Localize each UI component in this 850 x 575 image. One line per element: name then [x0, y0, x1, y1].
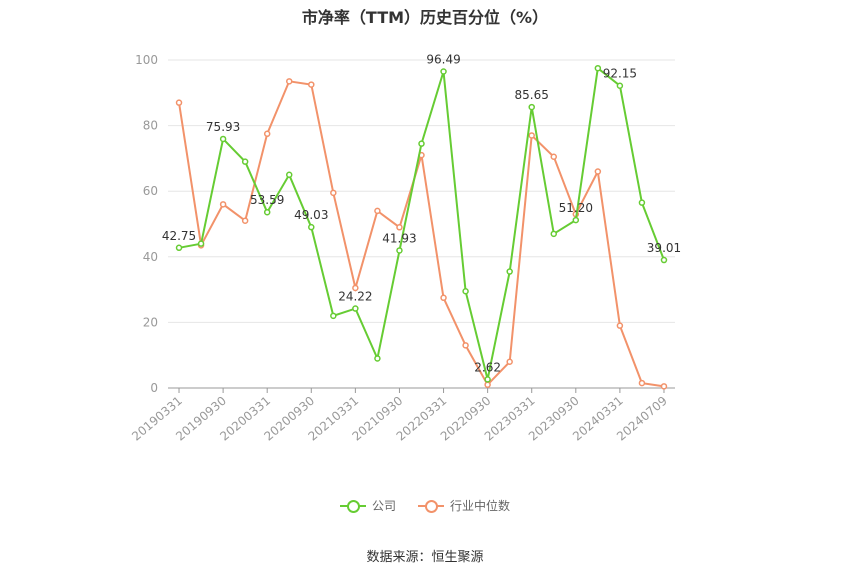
- data-point-company[interactable]: [374, 355, 381, 362]
- data-point-company[interactable]: [440, 68, 447, 75]
- data-point-industry[interactable]: [219, 201, 227, 208]
- data-point-industry[interactable]: [374, 207, 381, 215]
- data-label: 2.62: [474, 360, 501, 374]
- data-label: 24.22: [338, 290, 372, 304]
- data-point-company[interactable]: [330, 312, 337, 320]
- legend-label-industry: 行业中位数: [450, 499, 511, 513]
- data-point-industry[interactable]: [506, 358, 513, 366]
- data-label: 41.93: [382, 231, 416, 245]
- data-point-company[interactable]: [241, 158, 249, 165]
- data-label: 85.65: [515, 88, 549, 102]
- data-point-industry[interactable]: [660, 383, 668, 390]
- y-tick-label: 60: [143, 184, 158, 198]
- data-point-company[interactable]: [506, 268, 513, 275]
- data-point-company[interactable]: [484, 376, 491, 383]
- data-point-company[interactable]: [418, 140, 425, 147]
- data-point-industry[interactable]: [550, 153, 558, 161]
- data-point-company[interactable]: [352, 305, 359, 312]
- data-point-industry[interactable]: [241, 217, 249, 224]
- legend-label-company: 公司: [371, 499, 396, 513]
- data-source: 数据来源：恒生聚源: [366, 550, 484, 565]
- data-point-company[interactable]: [594, 64, 602, 72]
- chart-title: 市净率（TTM）历史百分位（%）: [301, 8, 549, 27]
- data-point-company[interactable]: [219, 135, 227, 143]
- data-point-industry[interactable]: [462, 342, 469, 349]
- data-label: 51.20: [559, 201, 593, 215]
- data-point-company[interactable]: [308, 223, 315, 231]
- y-tick-label: 40: [143, 250, 158, 264]
- data-point-industry[interactable]: [638, 379, 646, 387]
- data-point-company[interactable]: [572, 216, 580, 224]
- data-point-industry[interactable]: [285, 78, 293, 85]
- data-point-company[interactable]: [638, 199, 646, 206]
- data-point-company[interactable]: [396, 247, 403, 254]
- data-label: 49.03: [294, 208, 328, 222]
- legend-swatch-industry: [418, 499, 444, 513]
- data-point-company[interactable]: [175, 244, 183, 252]
- data-point-industry[interactable]: [352, 284, 359, 292]
- data-label: 42.75: [162, 229, 196, 243]
- legend-item-industry[interactable]: 行业中位数: [418, 497, 510, 514]
- data-point-industry[interactable]: [594, 168, 602, 175]
- data-point-industry[interactable]: [330, 189, 337, 197]
- data-point-industry[interactable]: [396, 224, 403, 231]
- data-point-industry[interactable]: [308, 81, 315, 88]
- legend-item-company[interactable]: 公司: [339, 497, 396, 514]
- y-tick-label: 0: [150, 381, 158, 395]
- legend-swatch-company: [339, 499, 366, 513]
- series-line-company: [178, 66, 665, 380]
- data-point-company[interactable]: [528, 103, 535, 111]
- data-point-industry[interactable]: [175, 99, 183, 106]
- data-point-industry[interactable]: [440, 294, 447, 302]
- data-point-company[interactable]: [197, 240, 205, 247]
- data-point-industry[interactable]: [528, 132, 535, 139]
- data-point-industry[interactable]: [263, 130, 271, 138]
- data-point-industry[interactable]: [616, 322, 624, 329]
- data-label: 75.93: [206, 120, 240, 134]
- data-point-company[interactable]: [285, 171, 293, 179]
- y-tick-label: 20: [143, 315, 158, 329]
- data-point-company[interactable]: [263, 208, 271, 216]
- data-label: 92.15: [603, 67, 637, 81]
- data-point-industry[interactable]: [484, 381, 491, 388]
- data-label: 96.49: [426, 53, 460, 67]
- series-line-industry: [178, 80, 665, 388]
- data-label: 39.01: [647, 241, 681, 255]
- data-point-company[interactable]: [550, 230, 558, 238]
- data-point-company[interactable]: [462, 287, 469, 295]
- data-label: 53.59: [250, 193, 284, 207]
- legend: 公司 行业中位数: [0, 497, 850, 514]
- data-point-company[interactable]: [660, 256, 668, 264]
- y-tick-label: 80: [143, 119, 158, 133]
- data-point-company[interactable]: [616, 82, 624, 89]
- y-tick-label: 100: [135, 53, 158, 67]
